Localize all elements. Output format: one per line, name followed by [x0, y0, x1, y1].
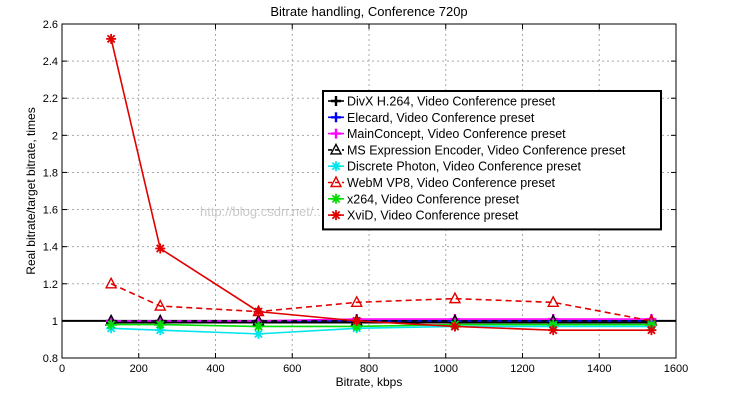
data-point	[155, 243, 166, 254]
y-tick-label: 1.4	[43, 242, 58, 254]
x-tick-label: 600	[283, 363, 301, 375]
data-point	[106, 319, 117, 330]
y-tick-label: 1.8	[43, 167, 58, 179]
data-point	[448, 291, 462, 304]
legend-entry: DivX H.264, Video Conference preset	[328, 95, 556, 109]
x-tick-label: 1400	[587, 363, 611, 375]
data-point	[104, 276, 118, 289]
legend-marker	[329, 142, 343, 155]
legend-box	[322, 90, 662, 231]
data-point	[547, 295, 560, 308]
x-tick-label: 800	[360, 363, 378, 375]
legend-marker	[331, 112, 341, 123]
x-tick-label: 0	[59, 363, 65, 375]
data-point	[548, 325, 559, 336]
legend-entry: Discrete Photon, Video Conference preset	[328, 160, 581, 174]
data-point	[646, 325, 657, 336]
legend-marker	[331, 210, 341, 221]
watermark: http://blog.csdn.net/...	[200, 204, 324, 219]
legend-entry: XviD, Video Conference preset	[328, 209, 519, 223]
series-line	[110, 283, 652, 322]
y-axis-label: Real bitrate/target bitrate, times	[24, 107, 38, 274]
data-point	[548, 319, 559, 330]
legend-marker	[331, 193, 341, 204]
x-axis-label: Bitrate, kbps	[336, 375, 403, 389]
legend-entry: x264, Video Conference preset	[328, 192, 520, 206]
data-point	[253, 306, 264, 317]
legend-label: MS Expression Encoder, Video Conference …	[347, 143, 626, 157]
y-tick-label: 2.6	[43, 19, 58, 31]
legend-marker	[331, 128, 341, 139]
chart-title: Bitrate handling, Conference 720p	[270, 4, 467, 19]
y-tick-label: 0.8	[43, 353, 58, 365]
data-point	[154, 299, 167, 311]
y-tick-label: 2.2	[43, 93, 58, 105]
legend-label: Elecard, Video Conference preset	[347, 111, 535, 125]
legend-label: WebM VP8, Video Conference preset	[347, 176, 556, 190]
legend-marker	[331, 161, 341, 172]
data-point	[106, 33, 117, 44]
x-tick-label: 1600	[664, 363, 688, 375]
legend-label: MainConcept, Video Conference preset	[347, 127, 566, 141]
data-point	[646, 319, 657, 330]
data-point	[155, 325, 166, 336]
data-point	[350, 295, 363, 308]
legend-marker	[329, 175, 343, 188]
data-point	[449, 321, 460, 332]
legend-entry: Elecard, Video Conference preset	[328, 111, 535, 125]
y-tick-label: 1.6	[43, 205, 58, 217]
legend-marker	[331, 96, 341, 106]
legend-entry: WebM VP8, Video Conference preset	[328, 175, 556, 190]
legend-entry: MainConcept, Video Conference preset	[328, 127, 566, 141]
x-tick-label: 1000	[434, 363, 458, 375]
data-point	[351, 321, 362, 332]
data-point	[253, 321, 264, 332]
data-point	[155, 319, 166, 330]
legend-label: XviD, Video Conference preset	[347, 209, 519, 223]
legend: DivX H.264, Video Conference preset Eleca…	[322, 90, 662, 231]
y-tick-label: 1.2	[43, 279, 58, 291]
y-tick-label: 2.4	[43, 56, 58, 68]
y-tick-label: 2	[52, 130, 58, 142]
x-tick-label: 200	[130, 363, 148, 375]
x-tick-label: 400	[206, 363, 224, 375]
legend-label: DivX H.264, Video Conference preset	[347, 95, 556, 109]
y-tick-label: 1	[52, 316, 58, 328]
legend-entry: MS Expression Encoder, Video Conference …	[328, 142, 626, 157]
data-point	[351, 315, 362, 326]
legend-label: Discrete Photon, Video Conference preset	[347, 160, 581, 174]
x-tick-label: 1200	[510, 363, 534, 375]
legend-label: x264, Video Conference preset	[347, 192, 520, 206]
data-point	[253, 328, 264, 339]
series-8	[106, 33, 657, 336]
